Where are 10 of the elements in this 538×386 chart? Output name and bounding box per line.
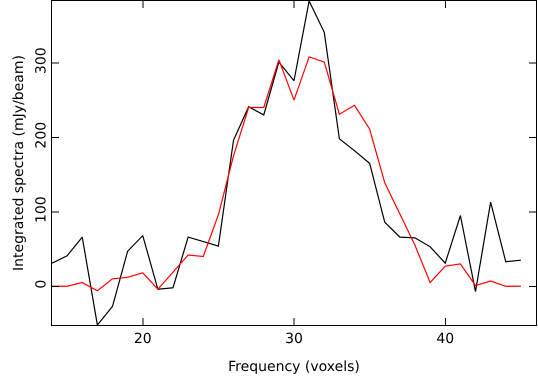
x-tick-label: 30 [285,330,303,347]
y-tick-label: 300 [33,47,50,74]
x-tick-label: 20 [134,330,152,347]
line-series [52,56,522,292]
x-tick-label: 40 [436,330,454,347]
y-tick-label: 100 [33,196,50,224]
y-tick-label: 200 [33,122,50,149]
y-tick-label: 0 [33,280,50,289]
x-axis-title: Frequency (voxels) [228,359,360,376]
y-axis-title: Integrated spectra (mJy/beam) [11,55,27,271]
